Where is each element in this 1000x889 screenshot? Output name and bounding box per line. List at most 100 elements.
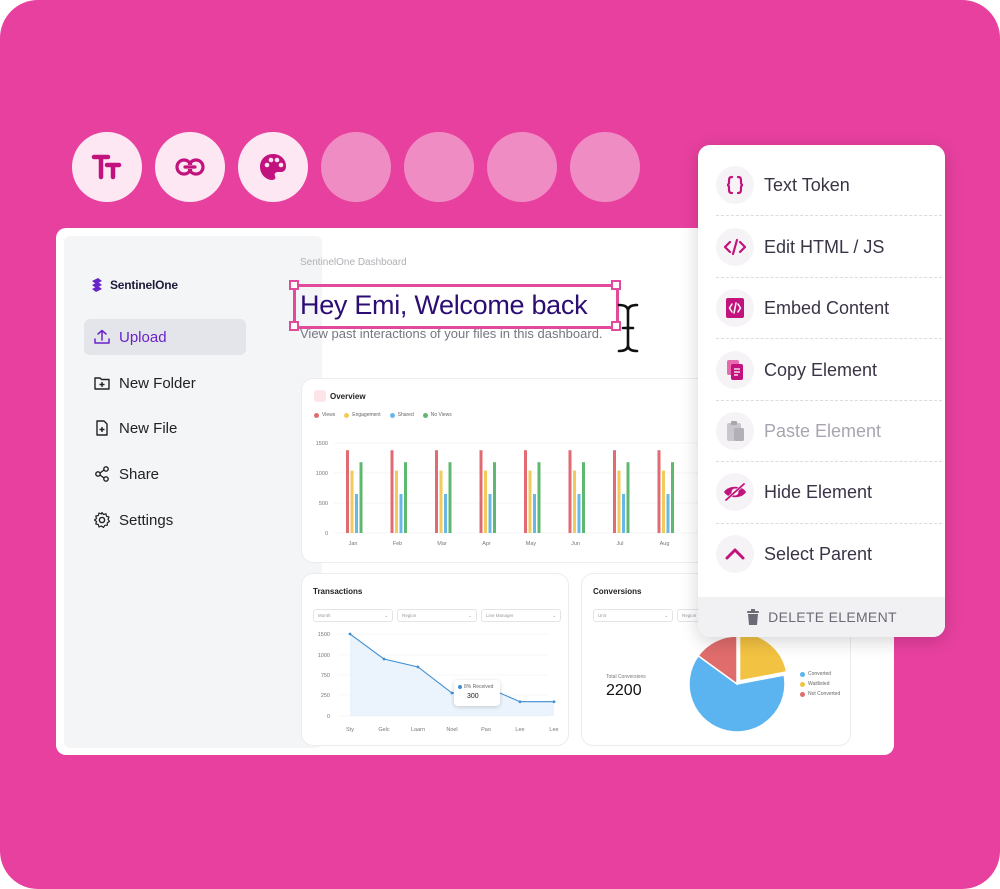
x-tick-label: Laarn: [411, 727, 425, 733]
data-point: [382, 657, 386, 661]
menu-divider: [716, 523, 942, 524]
link-icon: [175, 158, 205, 176]
delete-element-button[interactable]: DELETE ELEMENT: [698, 597, 945, 637]
pie-slice: [688, 654, 786, 733]
bar: [399, 494, 403, 533]
legend-item: Shared: [389, 412, 414, 418]
bar: [448, 462, 452, 533]
legend-item: No Views: [422, 412, 452, 418]
resize-handle[interactable]: [611, 321, 621, 331]
menu-item-select-parent[interactable]: Select Parent: [716, 524, 942, 584]
trash-icon: [747, 609, 760, 625]
y-tick-label: 1500: [318, 632, 330, 638]
conversions-title: Conversions: [593, 587, 642, 596]
total-conversions-value: 2200: [606, 682, 642, 699]
x-tick-label: Jan: [349, 541, 358, 547]
legend-item: Waitlisted: [800, 681, 840, 687]
transactions-line-chart: 1500 1000 750 250 0 Sty Gelc Laarn Noel Pao Lee Lee: [318, 632, 559, 733]
bar: [350, 470, 354, 533]
bar: [439, 470, 443, 533]
palette-button[interactable]: [238, 132, 308, 202]
palette-icon: [260, 154, 286, 180]
sidebar-item-label: New File: [119, 419, 178, 437]
bar: [493, 462, 496, 533]
x-tick-label: Feb: [393, 541, 402, 547]
bar: [671, 462, 674, 533]
y-tick-label: 1000: [318, 653, 330, 659]
menu-divider: [716, 400, 942, 401]
data-point: [518, 700, 522, 704]
x-tick-label: Mar: [437, 541, 447, 547]
brand-logo: SentinelOne: [90, 277, 178, 293]
sidebar-item-share[interactable]: Share: [84, 456, 246, 492]
link-button[interactable]: [155, 132, 225, 202]
resize-handle[interactable]: [289, 321, 299, 331]
data-point: [552, 700, 556, 704]
embed-icon: [716, 289, 754, 327]
text-cursor-icon: [617, 303, 639, 353]
bar: [524, 450, 527, 533]
menu-item-label: Copy Element: [764, 359, 878, 380]
bar: [613, 450, 616, 533]
bar: [355, 494, 358, 533]
menu-item-hide-element[interactable]: Hide Element: [716, 462, 942, 522]
resize-handle[interactable]: [611, 280, 621, 290]
x-tick-label: Pao: [481, 727, 491, 733]
unit-filter-dropdown[interactable]: Unit ⌄: [593, 609, 673, 622]
conversions-legend: Converted Waitlisted Not Converted: [800, 671, 840, 697]
bar: [484, 470, 487, 533]
bar: [537, 462, 541, 533]
page-title[interactable]: Hey Emi, Welcome back: [300, 290, 588, 320]
bar: [662, 470, 665, 533]
data-point: [416, 665, 420, 669]
sidebar-item-upload[interactable]: Upload: [84, 319, 246, 355]
menu-divider: [716, 277, 942, 278]
x-tick-label: May: [526, 541, 537, 547]
copy-icon: [716, 351, 754, 389]
region-filter-dropdown[interactable]: Region⌄: [397, 609, 477, 622]
sidebar-item-new-file[interactable]: New File: [84, 410, 246, 446]
line-manager-filter-dropdown[interactable]: Line Manager ⌄: [481, 609, 561, 622]
bar: [528, 470, 532, 533]
menu-item-label: Paste Element: [764, 420, 882, 441]
text-size-button[interactable]: [72, 132, 142, 202]
menu-item-edit-html[interactable]: Edit HTML / JS: [716, 217, 942, 277]
chevron-down-icon: ⌄: [664, 613, 668, 618]
resize-handle[interactable]: [289, 280, 299, 290]
sidebar-item-new-folder[interactable]: New Folder: [84, 365, 246, 401]
menu-item-label: Embed Content: [764, 297, 890, 318]
menu-item-text-token[interactable]: Text Token: [716, 155, 942, 215]
toolbar-placeholder: [404, 132, 474, 202]
bar: [435, 450, 438, 533]
y-tick-label: 1500: [316, 441, 328, 447]
context-menu: Text Token Edit HTML / JS Embed Content …: [698, 145, 945, 637]
menu-item-copy-element[interactable]: Copy Element: [716, 340, 942, 400]
menu-divider: [716, 215, 942, 216]
chevron-down-icon: ⌄: [468, 613, 472, 618]
month-filter-dropdown[interactable]: Month ⌄: [313, 609, 393, 622]
transactions-filters: Month ⌄ Region ⌄ Line Manager ⌄: [313, 609, 561, 622]
page-subtitle: View past interactions of your files in …: [300, 326, 603, 341]
x-tick-label: Apr: [482, 541, 491, 547]
code-icon: [716, 228, 754, 266]
paste-icon: [716, 412, 754, 450]
sentinelone-logo-icon: [92, 278, 102, 292]
y-tick-label: 250: [321, 693, 330, 699]
chart-tooltip: 8% Received 300: [454, 680, 500, 706]
menu-item-paste-element: Paste Element: [716, 401, 942, 461]
folder-plus-icon: [94, 377, 110, 390]
tooltip-value: 300: [467, 693, 479, 700]
sidebar: SentinelOne Upload New Folder: [64, 236, 322, 748]
floating-toolbar: [72, 132, 640, 202]
menu-item-embed-content[interactable]: Embed Content: [716, 278, 942, 338]
y-tick-label: 0: [327, 714, 330, 720]
x-tick-label: Jul: [616, 541, 623, 547]
data-point: [450, 691, 454, 695]
bar: [626, 462, 630, 533]
bar: [617, 470, 621, 533]
menu-divider: [716, 338, 942, 339]
selection-outline: [293, 284, 619, 329]
bar: [622, 494, 625, 533]
sidebar-item-settings[interactable]: Settings: [84, 502, 246, 538]
